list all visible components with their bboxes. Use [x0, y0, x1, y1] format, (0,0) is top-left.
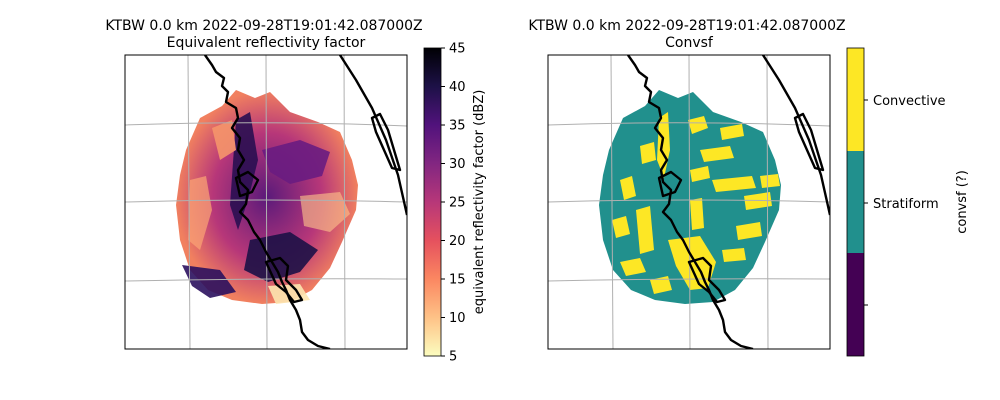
convsf-colorbar-none — [847, 253, 864, 356]
reflectivity-colorbar-ticks: 5 10 15 20 25 30 35 40 45 — [441, 42, 466, 365]
reflectivity-colorbar-tick-label: 35 — [449, 119, 466, 134]
reflectivity-colorbar-tick-label: 45 — [449, 42, 466, 57]
reflectivity-colorbar-tick-label: 25 — [449, 196, 466, 211]
reflectivity-colorbar-tick-label: 10 — [449, 311, 466, 326]
reflectivity-title: KTBW 0.0 km 2022-09-28T19:01:42.087000Z — [105, 18, 422, 34]
reflectivity-colorbar-tick-label: 15 — [449, 273, 466, 288]
reflectivity-coastline — [204, 55, 407, 349]
reflectivity-colorbar-tick-label: 30 — [449, 157, 466, 172]
convsf-colorbar-label: convsf (?) — [955, 170, 970, 234]
convsf-colorbar-tick-stratiform: Stratiform — [873, 197, 939, 212]
convsf-colorbar-stratiform — [847, 151, 864, 253]
reflectivity-colorbar-tick-label: 20 — [449, 234, 466, 249]
convsf-colorbar-convective — [847, 48, 864, 151]
reflectivity-colorbar-bar — [423, 47, 442, 357]
convsf-map — [548, 55, 830, 349]
reflectivity-colorbar-label: equivalent reflectivity factor (dBZ) — [472, 90, 487, 315]
convsf-title: KTBW 0.0 km 2022-09-28T19:01:42.087000Z — [528, 18, 845, 34]
reflectivity-gridlines — [125, 55, 407, 349]
convsf-coastline — [627, 55, 830, 349]
convsf-colorbar: Convective Stratiform convsf (?) — [846, 47, 970, 357]
reflectivity-subtitle: Equivalent reflectivity factor — [167, 35, 366, 51]
reflectivity-colorbar-tick-label: 5 — [449, 350, 457, 365]
convsf-axes-frame — [547, 54, 831, 350]
reflectivity-map — [125, 55, 407, 349]
reflectivity-colorbar-tick-label: 40 — [449, 80, 466, 95]
convsf-colorbar-frame — [846, 47, 865, 357]
convsf-colorbar-tick-convective: Convective — [873, 94, 946, 109]
convsf-gridlines — [548, 55, 830, 349]
reflectivity-colorbar: 5 10 15 20 25 30 35 40 45 equivalent reflectivit… — [423, 42, 487, 365]
reflectivity-panel: KTBW 0.0 km 2022-09-28T19:01:42.087000Z … — [105, 18, 487, 365]
convsf-convective-cells — [612, 112, 780, 294]
reflectivity-axes-frame — [124, 54, 408, 350]
convsf-subtitle: Convsf — [665, 35, 714, 51]
convsf-colorbar-ticks — [864, 99, 868, 306]
convsf-panel: KTBW 0.0 km 2022-09-28T19:01:42.087000Z … — [528, 18, 970, 357]
